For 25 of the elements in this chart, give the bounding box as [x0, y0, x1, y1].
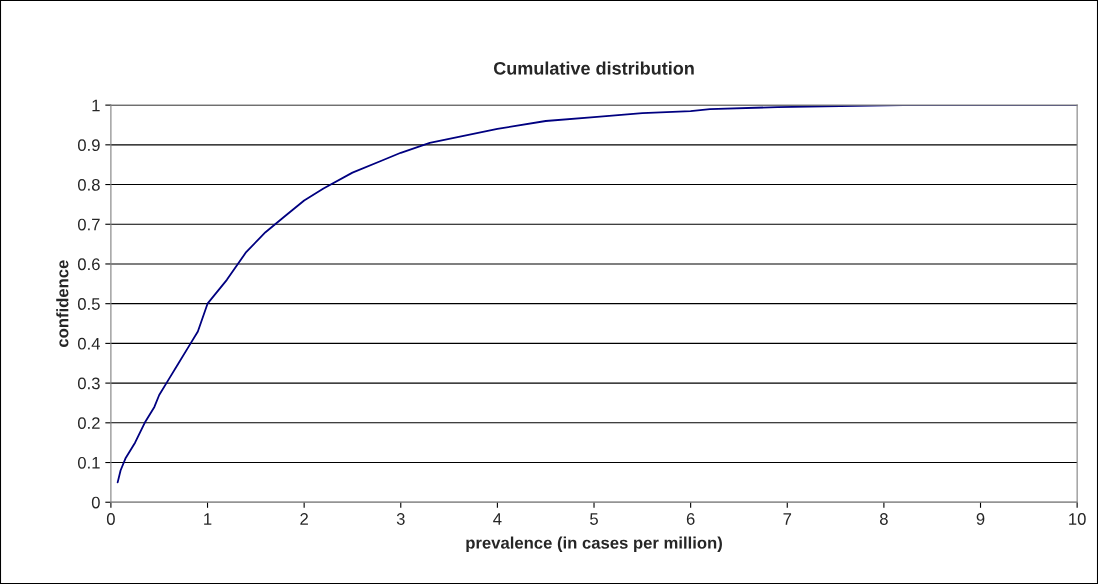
- y-tick-label: 0: [91, 496, 100, 509]
- y-tick-label: 0.6: [77, 258, 100, 271]
- y-tick-label: 0.5: [77, 298, 100, 310]
- x-tick-label: 7: [783, 513, 792, 525]
- x-tick-label: 1: [204, 513, 212, 525]
- x-axis-title: prevalence (in cases per million): [466, 536, 722, 553]
- y-tick-label: 0.2: [77, 417, 100, 430]
- y-tick-label: 0.4: [77, 337, 100, 350]
- x-tick-label: 5: [590, 513, 598, 525]
- x-tick-label: 4: [493, 513, 502, 525]
- chart-title: Cumulative distribution: [493, 61, 694, 75]
- y-tick-label: 0.7: [77, 218, 100, 231]
- x-tick-label: 10: [1069, 513, 1086, 525]
- y-tick-label: 0.1: [77, 456, 100, 469]
- x-tick-label: 3: [396, 513, 405, 525]
- x-tick-label: 6: [686, 513, 695, 525]
- x-tick-label: 9: [976, 513, 985, 525]
- y-tick-label: 0.3: [77, 377, 100, 390]
- x-tick-label: 0: [106, 513, 115, 525]
- x-tick-label: 2: [300, 513, 308, 525]
- y-tick-label: 0.9: [77, 139, 100, 152]
- x-tick-label: 8: [879, 513, 888, 525]
- y-axis-title: confidence: [56, 260, 69, 348]
- y-tick-label: 1: [92, 99, 100, 112]
- y-tick-label: 0.8: [77, 178, 100, 191]
